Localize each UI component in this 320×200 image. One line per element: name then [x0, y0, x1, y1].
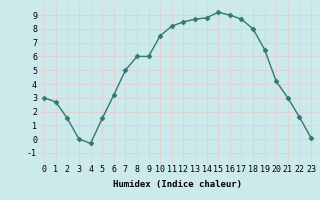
X-axis label: Humidex (Indice chaleur): Humidex (Indice chaleur): [113, 180, 242, 189]
